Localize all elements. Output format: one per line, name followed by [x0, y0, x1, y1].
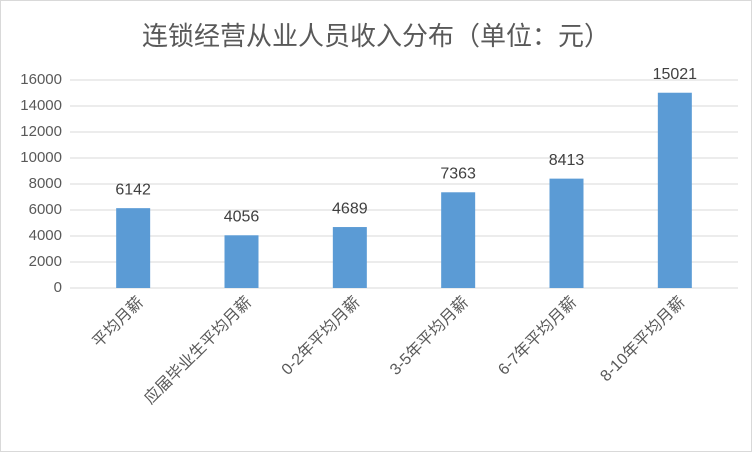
y-tick-label: 14000 — [20, 97, 62, 114]
y-tick-label: 16000 — [20, 71, 62, 88]
y-tick-label: 10000 — [20, 149, 62, 166]
y-tick-label: 4000 — [29, 227, 62, 244]
data-label: 7363 — [440, 165, 476, 182]
data-label: 6142 — [115, 181, 151, 198]
data-label: 4056 — [224, 208, 260, 225]
bar — [657, 92, 692, 289]
data-label: 8413 — [549, 152, 585, 169]
y-tick-label: 8000 — [29, 175, 62, 192]
y-tick-label: 0 — [54, 279, 62, 296]
bar — [549, 178, 584, 288]
bar — [224, 235, 259, 288]
chart-title: 连锁经营从业人员收入分布（单位：元） — [142, 22, 610, 52]
bar — [332, 227, 367, 288]
bar — [441, 192, 476, 288]
y-tick-label: 2000 — [29, 253, 62, 270]
data-label: 4689 — [332, 200, 368, 217]
y-tick-label: 6000 — [29, 201, 62, 218]
bar — [116, 208, 151, 288]
data-label: 15021 — [653, 66, 698, 83]
y-tick-label: 12000 — [20, 123, 62, 140]
